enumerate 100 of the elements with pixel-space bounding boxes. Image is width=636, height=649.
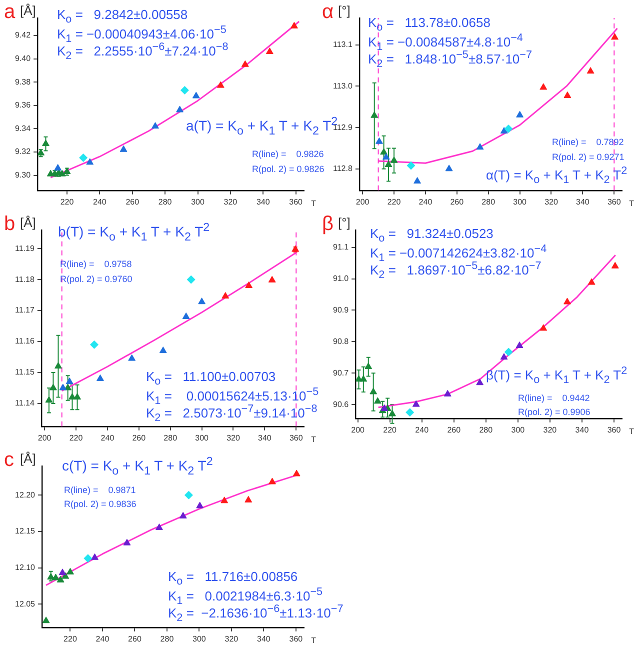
x-tick-label: 280 <box>482 197 496 206</box>
x-tick-label: 320 <box>224 197 238 206</box>
chart-title: α <box>322 1 334 23</box>
annotation: K$_{o}$ = 113.78±0.0658 <box>368 15 490 34</box>
annotation: R(line) = 0.9758 <box>60 259 132 269</box>
y-tick-label: 12.20 <box>14 490 36 500</box>
point <box>588 278 596 285</box>
point <box>220 496 228 504</box>
point <box>179 512 187 518</box>
point <box>476 378 484 386</box>
x-tick-label: 220 <box>69 433 84 442</box>
point <box>58 170 66 176</box>
point <box>292 470 300 476</box>
point <box>156 524 163 530</box>
point <box>90 340 99 349</box>
point <box>42 616 50 624</box>
y-tick-label: 113.1 <box>332 40 353 50</box>
point <box>516 110 524 118</box>
x-tick-label: 360 <box>289 433 304 442</box>
annotation: K$_{o}$ = 91.324±0.0523 <box>370 226 494 245</box>
x-tick-label: 360 <box>607 425 622 434</box>
y-tick-label: 11.14 <box>14 398 35 408</box>
x-tick-label: 340 <box>257 634 271 644</box>
x-tick-label: 200 <box>351 425 366 434</box>
point <box>186 275 196 284</box>
point <box>196 502 204 508</box>
point <box>516 341 524 348</box>
point <box>96 374 104 381</box>
point <box>66 568 74 574</box>
point <box>182 312 190 319</box>
y-tick-label: 9.34 <box>14 124 32 133</box>
point <box>54 362 62 369</box>
point <box>52 574 60 580</box>
annotation: K$_{2}$ = 1.848·10$^{−5}$±8.57·10$^{−7}$ <box>368 49 532 70</box>
point <box>382 153 390 160</box>
y-tick-label: 12.10 <box>14 562 36 572</box>
point <box>198 298 206 304</box>
point <box>504 348 513 356</box>
x-tick-label: 200 <box>356 197 370 206</box>
y-tick-label: 113.0 <box>332 81 353 90</box>
x-tick-label: 320 <box>226 433 240 442</box>
point <box>364 362 372 370</box>
point <box>42 140 50 146</box>
point <box>222 292 230 299</box>
chart-title: a <box>4 1 16 23</box>
annotation: R(line) = 0.7892 <box>552 137 624 147</box>
point <box>268 478 276 484</box>
y-tick-label: 90.9 <box>332 305 350 314</box>
point <box>180 86 189 94</box>
point <box>152 122 159 129</box>
x-tick-label: 300 <box>191 197 205 206</box>
point <box>91 553 98 560</box>
y-tick-label: 11.19 <box>14 244 35 253</box>
x-tick-label: 340 <box>576 197 590 206</box>
x-tick-label: 360 <box>289 634 304 644</box>
annotation: K$_{2}$ = 2.5073·10$^{−7}$±9.14·10$^{−8}$ <box>146 403 318 424</box>
x-tick-label: 260 <box>132 433 146 442</box>
point <box>54 164 62 171</box>
x-tick-label: 300 <box>192 634 206 644</box>
annotation: α(T) = K$_{o}$ + K$_{1}$ T + K$_{2}$ T$^{2}$ <box>486 165 628 186</box>
y-axis-title: [Å] <box>20 3 36 18</box>
point <box>564 298 571 304</box>
point <box>241 60 249 67</box>
x-tick-label: 220 <box>60 197 74 206</box>
point <box>376 137 383 144</box>
x-tick-label: 240 <box>100 433 115 442</box>
x-axis-title: T <box>629 199 634 208</box>
y-tick-label: 90.7 <box>332 368 350 378</box>
point <box>184 490 193 500</box>
x-tick-label: 220 <box>64 634 78 644</box>
point <box>216 81 224 88</box>
point <box>360 375 368 382</box>
x-tick-label: 200 <box>38 433 52 442</box>
x-tick-label: 360 <box>289 197 304 206</box>
point <box>370 388 378 394</box>
x-axis-title: T <box>629 427 634 436</box>
x-tick-label: 340 <box>575 425 590 434</box>
y-tick-label: 112.8 <box>332 164 353 174</box>
point <box>406 161 416 170</box>
point <box>380 148 388 155</box>
point <box>245 282 253 288</box>
point <box>540 83 548 90</box>
x-tick-label: 280 <box>164 433 178 442</box>
point <box>268 276 276 282</box>
chart-title: b <box>4 213 16 235</box>
point <box>79 154 88 162</box>
point <box>56 576 64 582</box>
point <box>159 346 167 354</box>
x-tick-label: 220 <box>387 197 402 206</box>
point <box>374 397 382 404</box>
y-tick-label: 11.15 <box>14 368 35 377</box>
y-tick-label: 9.36 <box>14 100 32 110</box>
point <box>50 384 57 390</box>
x-tick-label: 320 <box>544 197 558 206</box>
x-tick-label: 320 <box>543 425 558 434</box>
point <box>84 554 92 563</box>
point <box>128 354 136 361</box>
annotation: c(T) = K$_{o}$ + K$_{1}$ T + K$_{2}$ T$^{2}$ <box>62 455 213 478</box>
x-axis-title: T <box>311 435 316 444</box>
point <box>414 177 421 184</box>
